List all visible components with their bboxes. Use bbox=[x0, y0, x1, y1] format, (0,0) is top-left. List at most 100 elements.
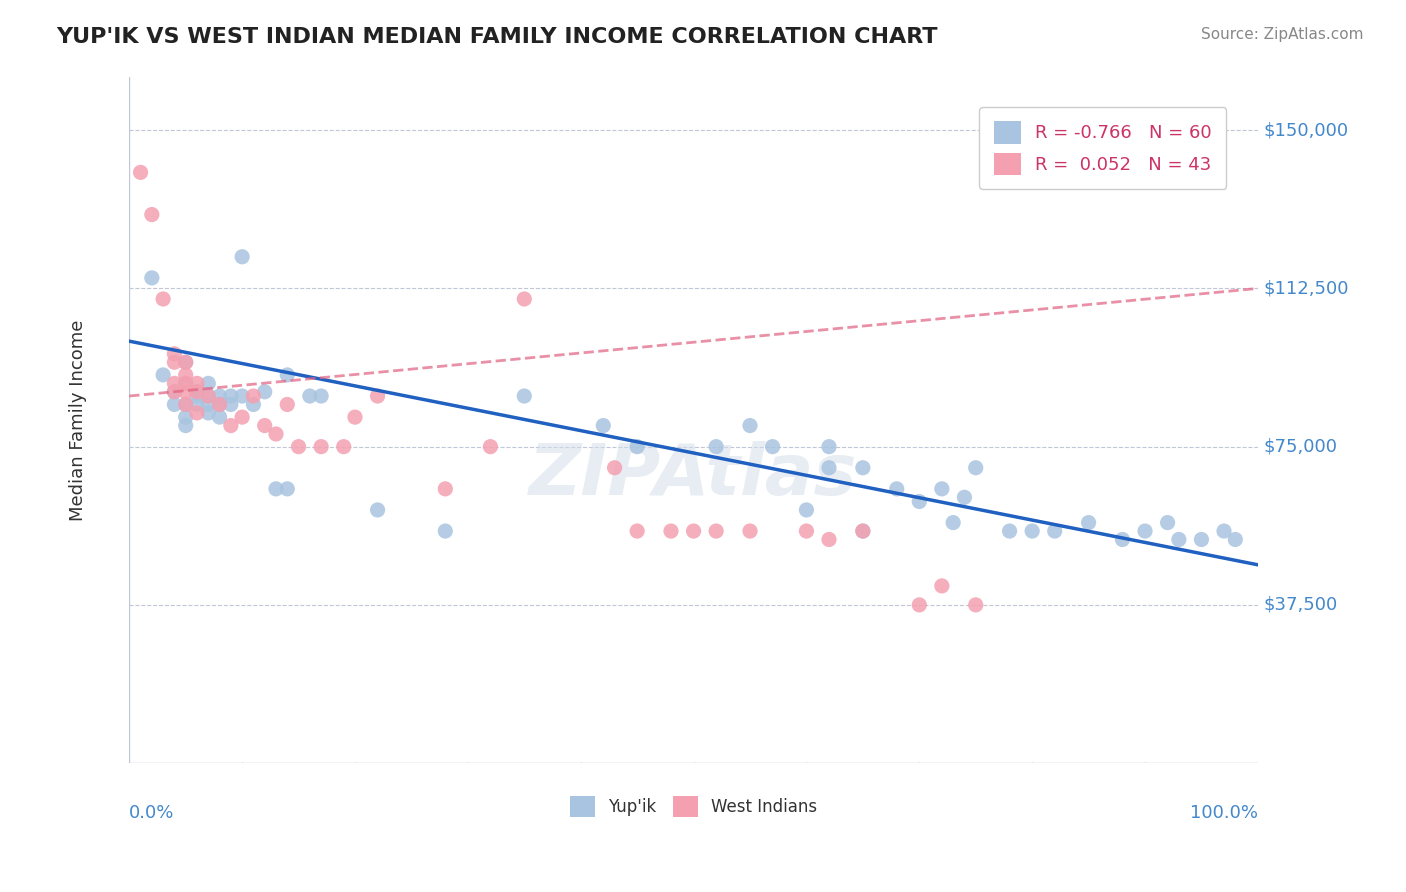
Point bbox=[818, 460, 841, 475]
Point bbox=[174, 376, 197, 391]
Point bbox=[1156, 516, 1178, 530]
Point bbox=[197, 397, 219, 411]
Text: YUP'IK VS WEST INDIAN MEDIAN FAMILY INCOME CORRELATION CHART: YUP'IK VS WEST INDIAN MEDIAN FAMILY INCO… bbox=[56, 27, 938, 46]
Point bbox=[174, 376, 197, 391]
Point bbox=[1191, 533, 1213, 547]
Point bbox=[163, 397, 186, 411]
Point bbox=[367, 503, 389, 517]
Point bbox=[208, 410, 231, 425]
Point bbox=[186, 376, 208, 391]
Point bbox=[219, 418, 242, 433]
Point bbox=[208, 389, 231, 403]
Point bbox=[208, 397, 231, 411]
Point bbox=[434, 524, 457, 538]
Point bbox=[163, 355, 186, 369]
Point bbox=[592, 418, 614, 433]
Point bbox=[796, 503, 818, 517]
Legend: Yup'ik, West Indians: Yup'ik, West Indians bbox=[562, 789, 824, 823]
Point bbox=[852, 524, 875, 538]
Point bbox=[852, 460, 875, 475]
Point bbox=[659, 524, 682, 538]
Text: $112,500: $112,500 bbox=[1264, 279, 1348, 297]
Point bbox=[931, 482, 953, 496]
Text: $37,500: $37,500 bbox=[1264, 596, 1337, 614]
Point bbox=[626, 524, 648, 538]
Point bbox=[231, 389, 253, 403]
Point bbox=[682, 524, 704, 538]
Point bbox=[174, 368, 197, 382]
Point bbox=[332, 440, 354, 454]
Point bbox=[186, 406, 208, 420]
Point bbox=[818, 440, 841, 454]
Point bbox=[276, 368, 298, 382]
Point bbox=[1167, 533, 1189, 547]
Point bbox=[174, 397, 197, 411]
Point bbox=[626, 440, 648, 454]
Text: 100.0%: 100.0% bbox=[1189, 805, 1258, 822]
Point bbox=[343, 410, 366, 425]
Point bbox=[1021, 524, 1043, 538]
Point bbox=[197, 389, 219, 403]
Point bbox=[965, 460, 987, 475]
Point bbox=[231, 250, 253, 264]
Point bbox=[513, 389, 536, 403]
Point bbox=[264, 482, 287, 496]
Point bbox=[174, 384, 197, 399]
Point bbox=[931, 579, 953, 593]
Point bbox=[998, 524, 1021, 538]
Point bbox=[1077, 516, 1099, 530]
Point bbox=[186, 397, 208, 411]
Point bbox=[253, 384, 276, 399]
Point bbox=[197, 389, 219, 403]
Point bbox=[174, 397, 197, 411]
Point bbox=[242, 397, 264, 411]
Point bbox=[738, 418, 761, 433]
Point bbox=[908, 598, 931, 612]
Point bbox=[1213, 524, 1236, 538]
Point bbox=[953, 491, 976, 505]
Point bbox=[908, 494, 931, 508]
Text: 0.0%: 0.0% bbox=[129, 805, 174, 822]
Point bbox=[298, 389, 321, 403]
Point bbox=[309, 440, 332, 454]
Point bbox=[163, 347, 186, 361]
Point bbox=[367, 389, 389, 403]
Point bbox=[796, 524, 818, 538]
Point bbox=[253, 418, 276, 433]
Point bbox=[309, 389, 332, 403]
Point bbox=[1133, 524, 1156, 538]
Point bbox=[174, 410, 197, 425]
Point bbox=[704, 440, 727, 454]
Text: Source: ZipAtlas.com: Source: ZipAtlas.com bbox=[1201, 27, 1364, 42]
Point bbox=[186, 384, 208, 399]
Point bbox=[513, 292, 536, 306]
Point bbox=[219, 389, 242, 403]
Point bbox=[186, 384, 208, 399]
Point bbox=[186, 389, 208, 403]
Point bbox=[1111, 533, 1133, 547]
Point bbox=[1043, 524, 1066, 538]
Point bbox=[141, 208, 163, 222]
Point bbox=[152, 292, 174, 306]
Point bbox=[174, 355, 197, 369]
Point bbox=[219, 397, 242, 411]
Point bbox=[818, 533, 841, 547]
Point bbox=[152, 368, 174, 382]
Point bbox=[886, 482, 908, 496]
Point bbox=[287, 440, 309, 454]
Point bbox=[141, 271, 163, 285]
Point bbox=[1225, 533, 1247, 547]
Point bbox=[197, 406, 219, 420]
Point bbox=[174, 418, 197, 433]
Point bbox=[163, 376, 186, 391]
Point bbox=[738, 524, 761, 538]
Point bbox=[163, 384, 186, 399]
Point bbox=[434, 482, 457, 496]
Point bbox=[603, 460, 626, 475]
Point bbox=[479, 440, 502, 454]
Point bbox=[276, 397, 298, 411]
Point bbox=[242, 389, 264, 403]
Point bbox=[129, 165, 152, 179]
Point bbox=[208, 397, 231, 411]
Point bbox=[264, 427, 287, 442]
